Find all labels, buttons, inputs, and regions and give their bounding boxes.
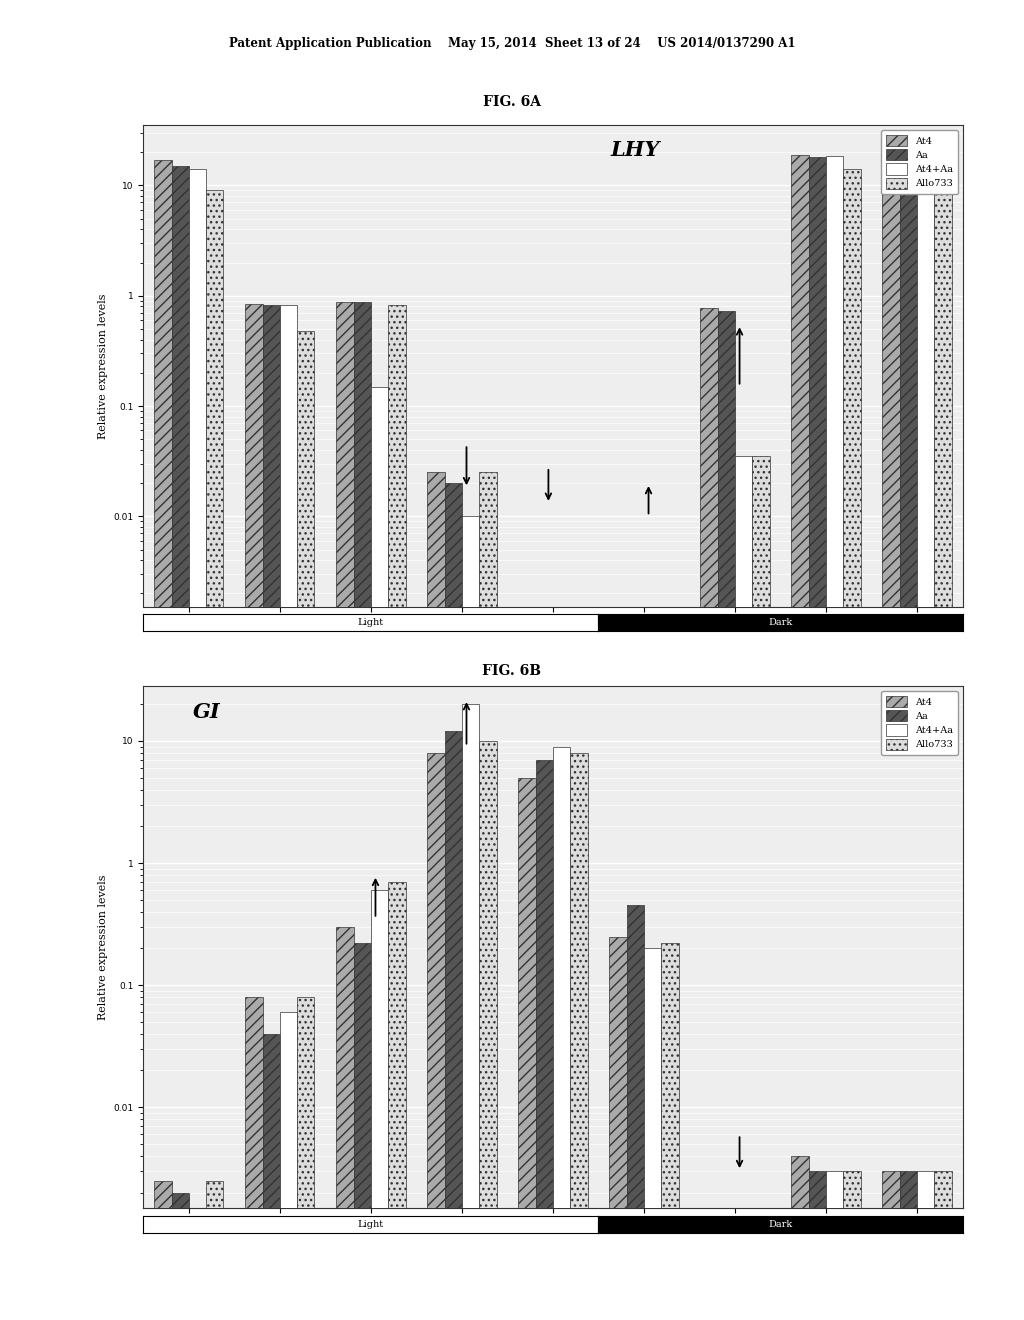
Bar [479, 741, 497, 1320]
Bar [280, 1012, 297, 1320]
Bar [479, 473, 497, 1320]
Bar [809, 1171, 826, 1320]
Bar [353, 302, 371, 1320]
Bar [371, 387, 388, 1320]
Bar [188, 1208, 206, 1320]
Bar [718, 1220, 735, 1320]
Text: Dark: Dark [768, 618, 793, 627]
Text: Light: Light [357, 1220, 384, 1229]
Bar [792, 1156, 809, 1320]
Bar [262, 305, 280, 1320]
Bar [644, 627, 662, 1320]
Bar [627, 906, 644, 1320]
Bar [918, 141, 934, 1320]
Bar [172, 166, 188, 1320]
Bar [297, 997, 314, 1320]
Bar [444, 731, 462, 1320]
Bar [553, 747, 570, 1320]
Bar [371, 890, 388, 1320]
Bar [536, 638, 553, 1320]
Bar [444, 483, 462, 1320]
Bar [188, 169, 206, 1320]
Y-axis label: Relative expression levels: Relative expression levels [98, 874, 108, 1020]
Text: Patent Application Publication    May 15, 2014  Sheet 13 of 24    US 2014/013729: Patent Application Publication May 15, 2… [228, 37, 796, 50]
Bar [627, 627, 644, 1320]
Bar [518, 777, 536, 1320]
Bar [735, 1220, 753, 1320]
Bar [700, 1220, 718, 1320]
Bar [462, 705, 479, 1320]
Bar [336, 302, 353, 1320]
Bar [644, 948, 662, 1320]
Bar [388, 305, 406, 1320]
Bar [753, 457, 770, 1320]
Bar [427, 752, 444, 1320]
Text: LHY: LHY [610, 140, 659, 160]
Bar [900, 1171, 918, 1320]
Bar [353, 944, 371, 1320]
Legend: At4, Aa, At4+Aa, Allo733: At4, Aa, At4+Aa, Allo733 [881, 131, 957, 194]
Bar [900, 144, 918, 1320]
Bar [536, 760, 553, 1320]
Bar [735, 457, 753, 1320]
Bar [570, 638, 588, 1320]
Bar [518, 638, 536, 1320]
Bar [883, 137, 900, 1320]
Bar [883, 1171, 900, 1320]
Bar [826, 1171, 844, 1320]
Bar [570, 752, 588, 1320]
Text: Dark: Dark [768, 1220, 793, 1229]
Bar [609, 627, 627, 1320]
Text: FIG. 6A: FIG. 6A [483, 95, 541, 110]
Bar [462, 516, 479, 1320]
Bar [155, 160, 172, 1320]
Bar [388, 882, 406, 1320]
Text: FIG. 6B: FIG. 6B [482, 664, 542, 678]
Bar [246, 304, 262, 1320]
Bar [297, 331, 314, 1320]
Bar [206, 1180, 223, 1320]
Text: GI: GI [193, 702, 220, 722]
Bar [662, 944, 679, 1320]
Y-axis label: Relative expression levels: Relative expression levels [98, 293, 108, 440]
Bar [934, 1171, 951, 1320]
Bar [662, 627, 679, 1320]
Bar [262, 1034, 280, 1320]
Bar [918, 1171, 934, 1320]
Bar [844, 169, 860, 1320]
Bar [809, 157, 826, 1320]
Legend: At4, Aa, At4+Aa, Allo733: At4, Aa, At4+Aa, Allo733 [881, 692, 957, 755]
Bar [826, 156, 844, 1320]
Bar [753, 1220, 770, 1320]
Bar [718, 312, 735, 1320]
Bar [172, 1192, 188, 1320]
Bar [934, 137, 951, 1320]
Bar [206, 190, 223, 1320]
Bar [844, 1171, 860, 1320]
Bar [155, 1180, 172, 1320]
Text: Light: Light [357, 618, 384, 627]
Bar [280, 305, 297, 1320]
Bar [553, 638, 570, 1320]
Bar [609, 937, 627, 1320]
Bar [336, 927, 353, 1320]
Bar [792, 154, 809, 1320]
Bar [700, 308, 718, 1320]
Bar [246, 997, 262, 1320]
Bar [427, 473, 444, 1320]
